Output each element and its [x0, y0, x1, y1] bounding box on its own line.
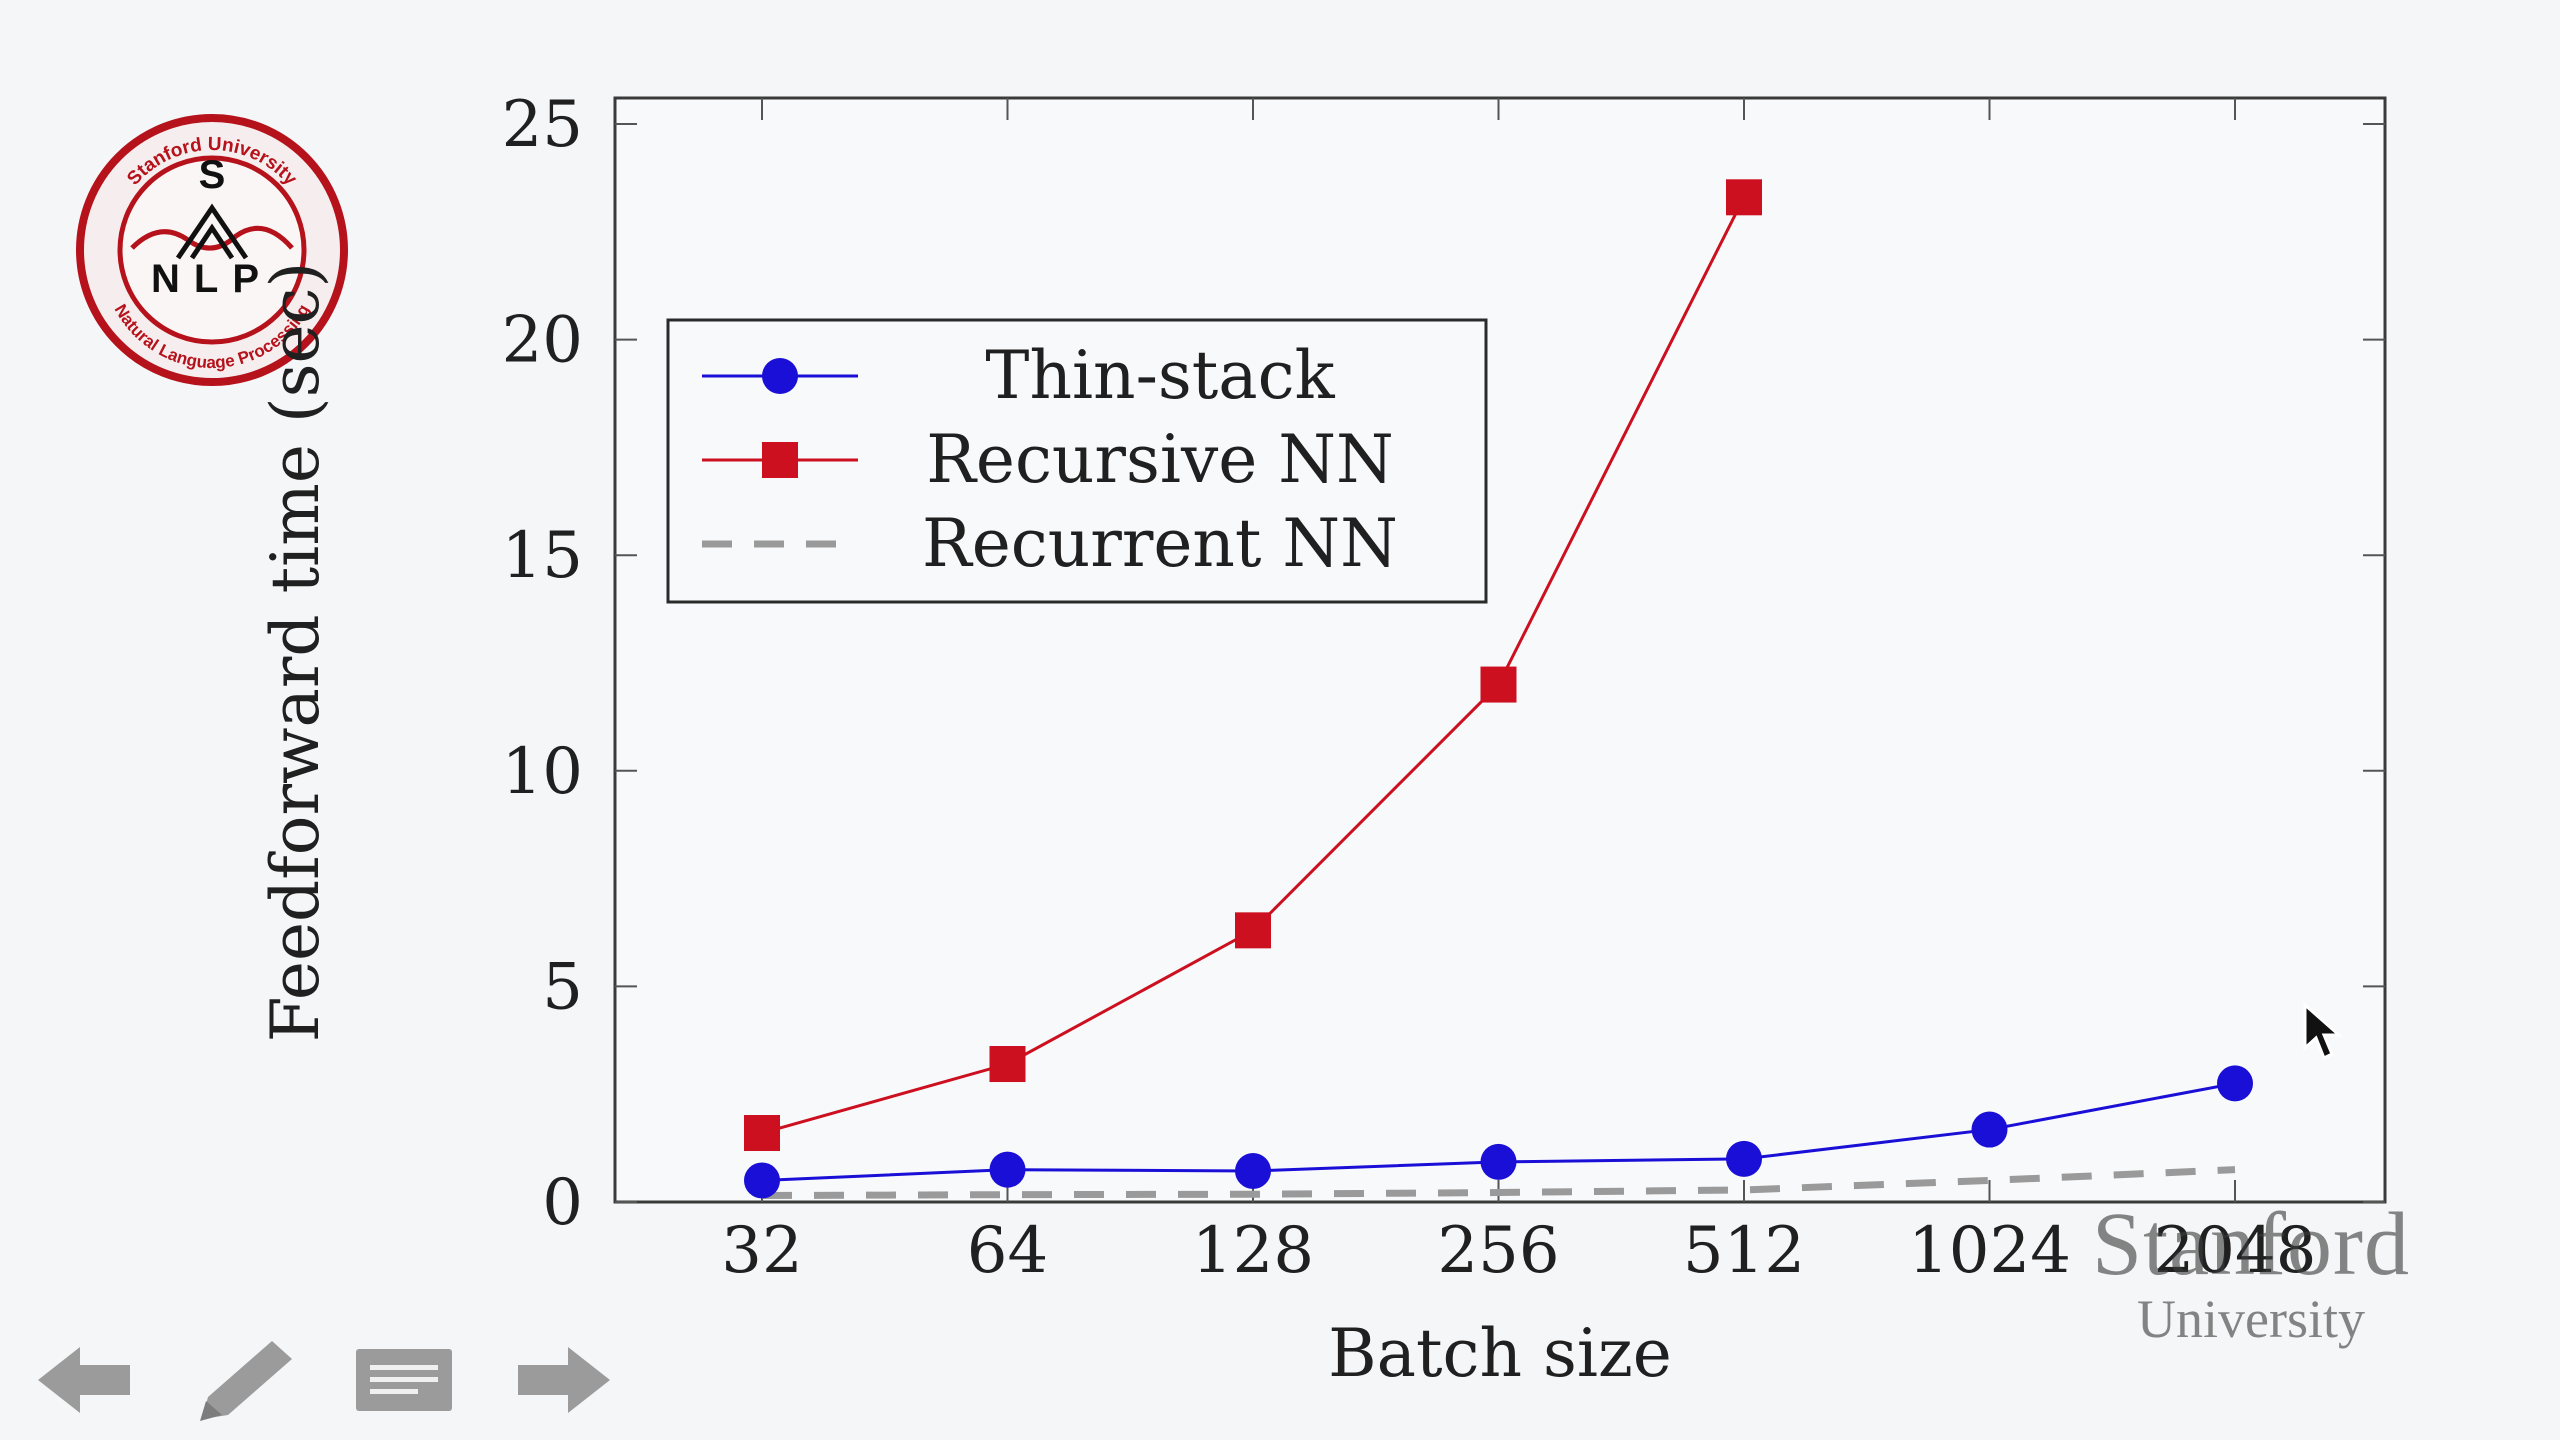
series-line-recurrent-nn	[761, 1166, 2236, 1200]
x-tick-label: 2048	[2154, 1214, 2317, 1288]
legend-marker	[762, 442, 798, 478]
x-tick-label: 64	[967, 1214, 1048, 1288]
data-point	[744, 1115, 780, 1152]
legend-label: Recursive NN	[926, 421, 1394, 498]
arrow-right-icon	[518, 1347, 610, 1413]
legend-label: Thin-stack	[985, 337, 1335, 414]
data-point	[989, 1046, 1026, 1083]
watermark-subtitle: University	[2137, 1289, 2366, 1349]
y-tick-label: 20	[502, 304, 583, 378]
data-point	[1480, 666, 1517, 703]
y-tick-label: 25	[502, 88, 583, 162]
x-tick-label: 32	[721, 1214, 802, 1288]
slide-navigation	[28, 1330, 620, 1430]
y-tick-label: 10	[502, 735, 583, 809]
x-tick-label: 128	[1192, 1214, 1314, 1288]
data-point	[1726, 179, 1762, 216]
axis-ticks: 0 5 10 15 20 25 32 64 128 256 512 1024 2048	[502, 88, 2385, 1288]
data-point	[1235, 1152, 1271, 1189]
data-point	[1235, 912, 1271, 949]
next-slide-button[interactable]	[508, 1335, 620, 1425]
x-axis-label: Batch size	[1328, 1315, 1672, 1392]
mouse-cursor-icon	[2303, 1002, 2343, 1061]
stanford-university-watermark: Stanford University	[2092, 1200, 2410, 1349]
legend-marker	[762, 358, 798, 394]
data-point	[2217, 1065, 2253, 1102]
svg-text:S: S	[199, 153, 226, 197]
svg-text:NLP: NLP	[151, 257, 273, 301]
pen-tool-button[interactable]	[188, 1335, 300, 1425]
pencil-icon	[200, 1341, 292, 1421]
data-point	[744, 1162, 780, 1199]
data-point	[989, 1151, 1026, 1188]
data-point	[1480, 1143, 1517, 1180]
plot-frame	[613, 96, 2387, 1204]
chart-series	[744, 179, 2253, 1200]
y-tick-label: 15	[502, 519, 583, 593]
notes-button[interactable]	[348, 1335, 460, 1425]
notes-icon	[356, 1349, 452, 1411]
data-point	[1971, 1111, 2008, 1148]
data-point	[1726, 1140, 1762, 1177]
y-axis-label: Feedforward time (sec)	[257, 262, 334, 1043]
x-tick-label: 256	[1437, 1214, 1559, 1288]
stanford-nlp-logo: Stanford University Natural Language Pro…	[70, 108, 354, 392]
x-tick-label: 512	[1683, 1214, 1805, 1288]
legend-label: Recurrent NN	[922, 505, 1398, 582]
previous-slide-button[interactable]	[28, 1335, 140, 1425]
y-tick-label: 0	[542, 1166, 583, 1240]
x-tick-label: 1024	[1908, 1214, 2071, 1288]
arrow-left-icon	[38, 1347, 130, 1413]
y-tick-label: 5	[542, 950, 583, 1024]
watermark-title: Stanford	[2092, 1195, 2410, 1294]
